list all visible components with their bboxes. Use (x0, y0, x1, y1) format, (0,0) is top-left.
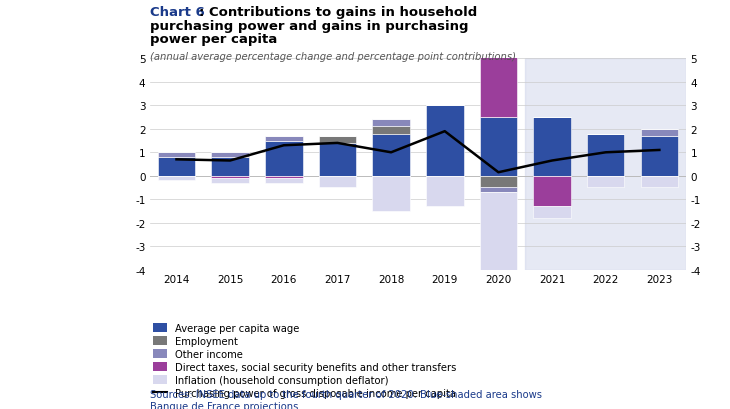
Bar (372, 127, 410, 134)
Bar (212, 157, 249, 176)
Bar (480, 176, 517, 188)
Text: Sources: INSEE data up to the fourth quarter of 2020. Blue-shaded area shows
Ban: Sources: INSEE data up to the fourth qua… (150, 389, 542, 409)
Bar (265, 176, 302, 179)
Bar (641, 176, 678, 188)
Bar (426, 106, 464, 176)
Bar (426, 176, 464, 207)
Bar (525, 59, 686, 270)
Bar (587, 176, 624, 188)
Bar (158, 153, 195, 157)
Bar (372, 120, 410, 127)
Bar (480, 118, 517, 176)
Bar (158, 157, 195, 176)
Text: (annual average percentage change and percentage point contributions): (annual average percentage change and pe… (150, 52, 515, 62)
Text: power per capita: power per capita (150, 33, 277, 46)
Bar (587, 134, 624, 176)
Bar (641, 130, 678, 137)
Bar (212, 179, 249, 183)
Bar (265, 179, 302, 183)
Bar (265, 141, 302, 176)
Bar (480, 193, 517, 279)
Text: : Contributions to gains in household: : Contributions to gains in household (199, 6, 477, 19)
Bar (319, 144, 356, 176)
Bar (480, 20, 517, 118)
Bar (534, 207, 571, 218)
Bar (480, 188, 517, 193)
Bar (158, 176, 195, 181)
Bar (319, 137, 356, 144)
Bar (534, 118, 571, 176)
Bar (641, 137, 678, 176)
Text: purchasing power and gains in purchasing: purchasing power and gains in purchasing (150, 20, 468, 33)
Bar (534, 176, 571, 207)
Bar (212, 153, 249, 157)
Bar (319, 176, 356, 188)
Bar (265, 137, 302, 141)
Bar (212, 176, 249, 179)
Legend: Average per capita wage, Employment, Other income, Direct taxes, social security: Average per capita wage, Employment, Oth… (149, 319, 461, 402)
Text: Chart 6: Chart 6 (150, 6, 204, 19)
Bar (372, 176, 410, 211)
Bar (372, 134, 410, 176)
